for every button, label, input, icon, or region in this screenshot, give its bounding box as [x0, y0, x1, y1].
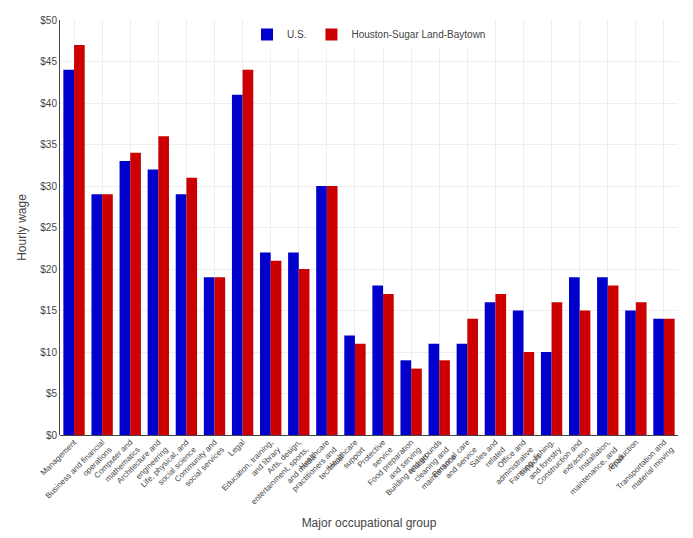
- svg-text:$15: $15: [40, 305, 57, 316]
- svg-text:$20: $20: [40, 264, 57, 275]
- svg-text:Legal: Legal: [227, 438, 247, 458]
- svg-text:U.S.: U.S.: [287, 29, 306, 40]
- svg-text:$10: $10: [40, 347, 57, 358]
- svg-text:Arts, design,entertainment, sp: Arts, design,entertainment, sports,and m…: [242, 437, 318, 513]
- svg-text:$5: $5: [46, 388, 58, 399]
- svg-text:Construction andextraction: Construction andextraction: [535, 438, 591, 494]
- svg-text:Installation,maintenance, andr: Installation,maintenance, andrepair: [561, 438, 627, 504]
- svg-text:Building and groundscleaning a: Building and groundscleaning andmaintena…: [384, 437, 459, 512]
- svg-text:$40: $40: [40, 98, 57, 109]
- svg-text:$25: $25: [40, 222, 57, 233]
- svg-text:Office andadministrativesuppor: Office andadministrativesupport: [486, 437, 543, 494]
- svg-text:Protectiveservice: Protectiveservice: [356, 437, 395, 476]
- svg-text:Management: Management: [39, 437, 79, 477]
- svg-text:$0: $0: [46, 430, 58, 441]
- svg-text:Major occupational group: Major occupational group: [302, 516, 437, 530]
- svg-text:$30: $30: [40, 181, 57, 192]
- svg-text:Food preparationand servingrel: Food preparationand servingrelated: [366, 438, 430, 502]
- svg-text:Farming, fishing,and forestry: Farming, fishing,and forestry: [508, 438, 564, 494]
- svg-text:$35: $35: [40, 139, 57, 150]
- svg-text:Personal careand service: Personal careand service: [430, 437, 479, 486]
- svg-text:Life, physical, andsocial scie: Life, physical, andsocial science: [139, 437, 198, 496]
- svg-text:Computer andmathematics: Computer andmathematics: [92, 438, 142, 488]
- svg-text:Business and financialoperatio: Business and financialoperations: [44, 438, 114, 508]
- svg-text:Production: Production: [607, 438, 640, 471]
- svg-text:$50: $50: [40, 15, 57, 26]
- svg-text:Sales andrelated: Sales andrelated: [468, 438, 507, 477]
- svg-text:Hourly wage: Hourly wage: [15, 194, 29, 261]
- svg-text:$45: $45: [40, 56, 57, 67]
- svg-text:Education, training,and librar: Education, training,and library: [220, 438, 282, 500]
- svg-text:Community andsocial services: Community andsocial services: [173, 438, 226, 491]
- svg-text:Houston-Sugar Land-Baytown: Houston-Sugar Land-Baytown: [351, 29, 485, 40]
- svg-text:Healthcaresupport: Healthcaresupport: [325, 437, 367, 479]
- svg-text:Architecture andengineering: Architecture andengineering: [115, 438, 170, 493]
- svg-text:Healthcarepractitioners andtec: Healthcarepractitioners andtechnical: [283, 437, 346, 500]
- svg-text:Transportation andmaterial mov: Transportation andmaterial moving: [615, 438, 676, 499]
